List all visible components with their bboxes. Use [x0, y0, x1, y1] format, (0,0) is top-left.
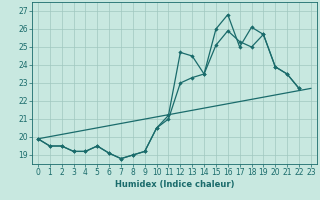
X-axis label: Humidex (Indice chaleur): Humidex (Indice chaleur) — [115, 180, 234, 189]
